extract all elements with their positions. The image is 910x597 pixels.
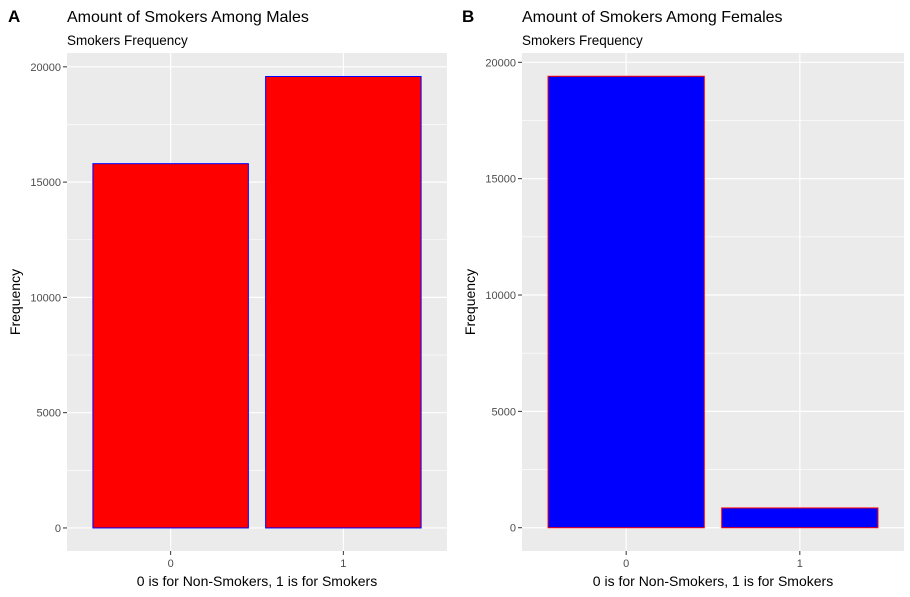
chart-a-y-tick-label: 20000: [30, 62, 61, 74]
chart-a-y-tick-label: 10000: [30, 292, 61, 304]
chart-b-x-tick-label: 0: [623, 558, 629, 570]
chart-b-bar-0: [547, 75, 705, 529]
chart-b-x-axis-title: 0 is for Non-Smokers, 1 is for Smokers: [593, 573, 833, 589]
chart-a-bar-1: [265, 76, 422, 529]
chart-a-bar-0: [92, 163, 249, 529]
chart-b-y-tick-label: 20000: [485, 57, 516, 69]
chart-b-x-tick-label: 1: [797, 558, 803, 570]
chart-a-y-tick-label: 5000: [37, 408, 61, 420]
chart-b-y-tick-label: 10000: [485, 290, 516, 302]
chart-a-x-axis-title: 0 is for Non-Smokers, 1 is for Smokers: [137, 573, 377, 589]
chart-b-panel-tag: B: [462, 7, 474, 26]
chart-a-subtitle: Smokers Frequency: [67, 33, 188, 48]
chart-b-y-tick-label: 0: [510, 523, 516, 535]
chart-a-y-tick-label: 0: [55, 523, 61, 535]
chart-a-title: Amount of Smokers Among Males: [67, 9, 309, 26]
chart-a-y-axis-title: Frequency: [7, 269, 23, 335]
chart-a-y-tick-label: 15000: [30, 177, 61, 189]
chart-b-subtitle: Smokers Frequency: [522, 33, 643, 48]
chart-a-x-tick-label: 0: [168, 558, 174, 570]
chart-b-bar-1: [721, 507, 879, 529]
chart-a-panel-tag: A: [8, 7, 20, 26]
chart-b-y-axis-title: Frequency: [462, 269, 478, 335]
chart-b-y-tick-label: 5000: [492, 406, 516, 418]
chart-b-title: Amount of Smokers Among Females: [522, 9, 783, 26]
chart-a-x-tick-label: 1: [340, 558, 346, 570]
chart-b-y-tick-label: 15000: [485, 174, 516, 186]
